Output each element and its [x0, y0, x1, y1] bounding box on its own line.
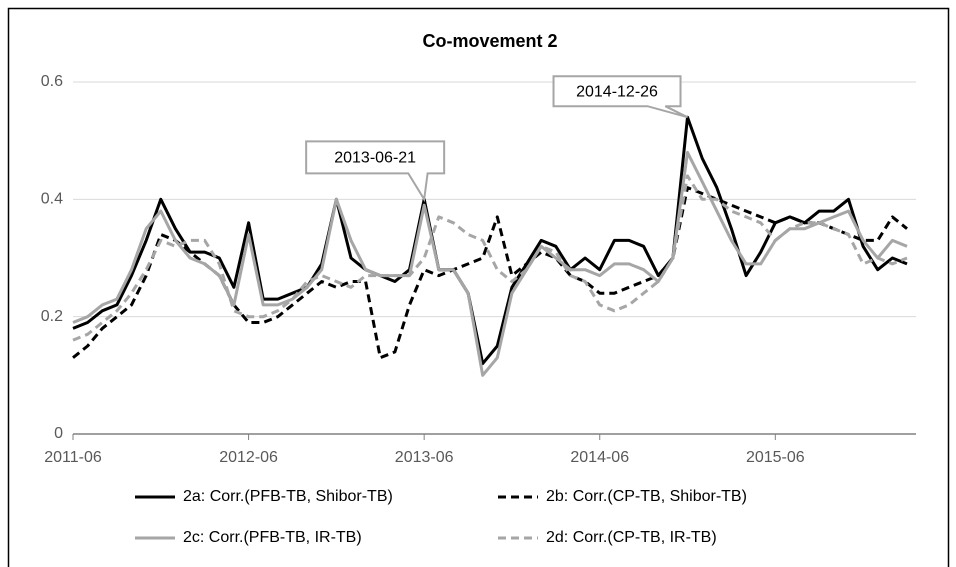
x-tick-label: 2013-06: [395, 449, 454, 466]
chart-border: [7, 7, 950, 567]
y-tick-label: 0: [54, 425, 63, 442]
chart-title: Co-movement 2: [422, 31, 557, 51]
x-tick-label: 2015-06: [746, 449, 805, 466]
series-line: [72, 174, 908, 342]
legend-label: 2c: Corr.(PFB-TB, IR-TB): [183, 529, 362, 546]
y-tick-label: 0.4: [41, 191, 63, 208]
y-tick-label: 0.6: [41, 73, 63, 90]
x-tick-label: 2014-06: [570, 449, 629, 466]
x-tick-label: 2012-06: [219, 449, 278, 466]
y-tick-label: 0.2: [41, 308, 63, 325]
series-line: [72, 150, 908, 377]
legend-label: 2b: Corr.(CP-TB, Shibor-TB): [546, 488, 747, 505]
annotation-callout: [305, 140, 446, 203]
legend-label: 2a: Corr.(PFB-TB, Shibor-TB): [183, 488, 393, 505]
annotation-text: 2014-12-26: [576, 83, 658, 100]
annotation-text: 2013-06-21: [334, 150, 416, 167]
x-tick-label: 2011-06: [44, 449, 102, 466]
series-line: [72, 115, 908, 366]
annotation-callout: [552, 75, 688, 119]
legend-label: 2d: Corr.(CP-TB, IR-TB): [546, 529, 717, 546]
series-line: [72, 186, 908, 360]
